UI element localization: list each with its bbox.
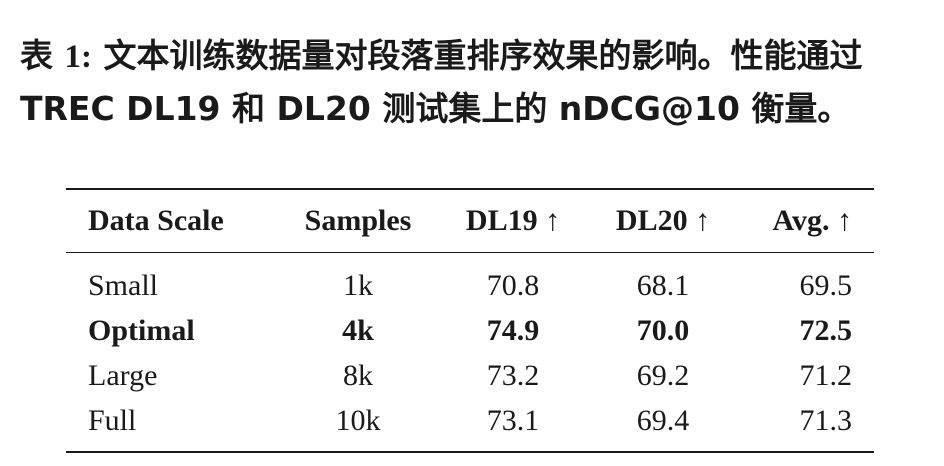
cell-dl20: 69.4 [636, 403, 690, 437]
table-header: Data Scale Samples DL19 ↑ DL20 ↑ Avg. ↑ [66, 189, 874, 253]
table-row: Full 10k 73.1 69.4 71.3 [66, 398, 874, 452]
caption-label: 表 [20, 36, 65, 75]
header-samples: Samples [304, 204, 412, 237]
cell-dl20: 70.0 [636, 313, 690, 347]
results-table-container: Data Scale Samples DL19 ↑ DL20 ↑ Avg. ↑ … [66, 188, 874, 453]
cell-samples: 8k [343, 358, 373, 392]
cell-avg: 72.5 [799, 313, 853, 347]
results-table: Data Scale Samples DL19 ↑ DL20 ↑ Avg. ↑ … [66, 188, 874, 453]
header-row: Data Scale Samples DL19 ↑ DL20 ↑ Avg. ↑ [66, 189, 874, 253]
table-row-best: Optimal 4k 74.9 70.0 72.5 [66, 308, 874, 353]
table-row: Small 1k 70.8 68.1 69.5 [66, 253, 874, 309]
cell-dl19: 74.9 [486, 313, 540, 347]
caption-number: 1: [64, 39, 93, 75]
cell-data-scale: Small [88, 268, 159, 302]
cell-dl20: 69.2 [636, 358, 690, 392]
table-body: Small 1k 70.8 68.1 69.5 Optimal 4k 74.9 … [66, 253, 874, 452]
cell-dl20: 68.1 [636, 268, 690, 302]
table-caption: 表 1: 文本训练数据量对段落重排序效果的影响。性能通过 TREC DL19 和… [20, 30, 930, 135]
header-dl19: DL19 ↑ [465, 204, 561, 237]
cell-avg: 69.5 [799, 268, 853, 302]
cell-samples: 10k [335, 403, 381, 437]
table-row: Large 8k 73.2 69.2 71.2 [66, 353, 874, 398]
cell-data-scale: Large [88, 358, 158, 392]
header-avg: Avg. ↑ [772, 204, 852, 237]
header-data-scale: Data Scale [88, 204, 224, 237]
cell-data-scale: Full [88, 403, 137, 437]
caption-text: 文本训练数据量对段落重排序效果的影响。性能通过 TREC DL19 和 DL20… [20, 36, 863, 128]
cell-dl19: 73.2 [486, 358, 540, 392]
cell-samples: 1k [343, 268, 373, 302]
cell-samples: 4k [342, 313, 374, 347]
cell-avg: 71.3 [799, 403, 853, 437]
header-dl20: DL20 ↑ [615, 204, 711, 237]
cell-dl19: 70.8 [486, 268, 540, 302]
cell-data-scale: Optimal [88, 313, 195, 347]
cell-dl19: 73.1 [486, 403, 540, 437]
cell-avg: 71.2 [799, 358, 853, 392]
